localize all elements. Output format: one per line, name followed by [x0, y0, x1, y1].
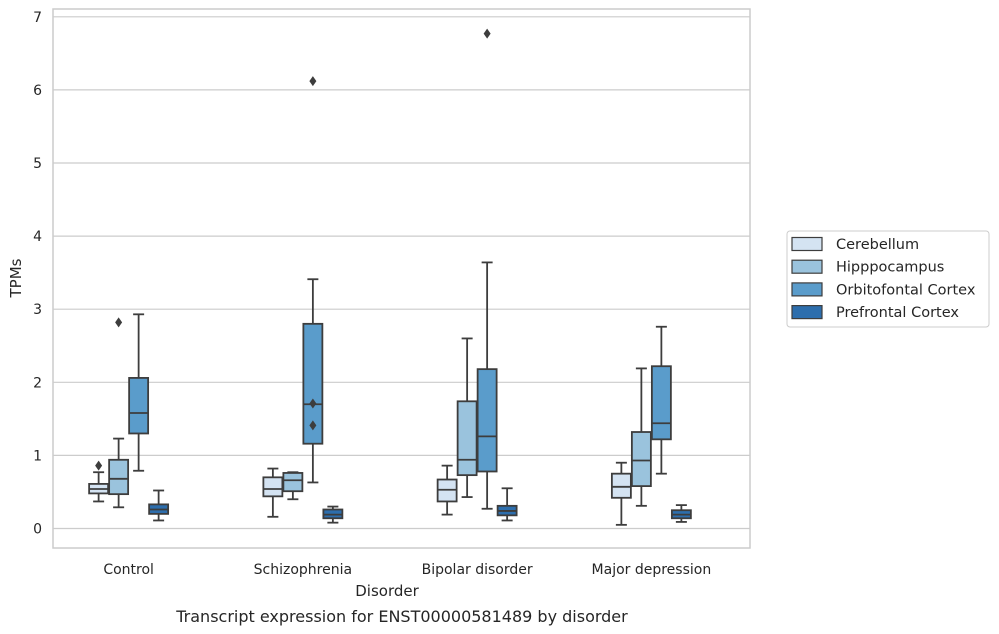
- box-iqr: [630, 431, 652, 488]
- legend-items: Cerebellum Hipppocampus Orbitofontal Corte…: [791, 236, 976, 321]
- box-iqr: [262, 476, 284, 498]
- box-prefrontal-cortex-bipolar-disorder: [496, 487, 518, 522]
- legend-frame: [786, 230, 990, 328]
- legend-label: Prefrontal Cortex: [836, 305, 959, 321]
- legend-swatch: [791, 236, 823, 252]
- box-prefrontal-cortex-schizophrenia: [322, 505, 344, 524]
- box-orbitofontal-cortex-major-depression: [650, 325, 672, 475]
- box-iqr: [282, 472, 304, 493]
- box-iqr: [108, 458, 130, 496]
- outlier-point: [309, 398, 317, 409]
- y-tick-label: 1: [33, 448, 42, 464]
- x-tick-label: Bipolar disorder: [422, 562, 533, 578]
- x-axis-title: Disorder: [355, 582, 419, 600]
- legend-swatch: [791, 305, 823, 320]
- box-cerebellum-schizophrenia: [262, 467, 284, 518]
- outlier-point: [309, 76, 317, 87]
- y-tick-label: 7: [33, 10, 42, 26]
- x-tick-labels: Control Schizophrenia Bipolar disorder Majo…: [103, 562, 711, 578]
- box-hipppocampus-major-depression: [630, 367, 652, 507]
- box-iqr: [610, 472, 632, 499]
- x-tick-label: Control: [103, 562, 154, 578]
- figure-caption: Transcript expression for ENST0000058148…: [175, 607, 628, 626]
- y-tick-labels: 0 1 2 3 4 5 6 7: [33, 10, 42, 538]
- box-iqr: [476, 368, 498, 473]
- box-prefrontal-cortex-major-depression: [670, 504, 692, 523]
- box-hipppocampus-bipolar-disorder: [456, 337, 478, 498]
- legend-label: Orbitofontal Cortex: [836, 282, 976, 298]
- legend-swatch: [791, 259, 823, 274]
- box-cerebellum-control: [88, 460, 110, 503]
- box-groups: [88, 28, 692, 526]
- outlier-point: [483, 28, 491, 39]
- legend-swatch: [791, 282, 823, 297]
- y-tick-label: 3: [33, 302, 42, 318]
- outlier-point: [95, 460, 103, 471]
- box-iqr: [128, 377, 150, 435]
- box-cerebellum-bipolar-disorder: [436, 464, 458, 516]
- box-cerebellum-major-depression: [610, 461, 632, 526]
- y-tick-label: 0: [33, 522, 42, 538]
- box-iqr: [650, 365, 672, 441]
- box-orbitofontal-cortex-bipolar-disorder: [476, 28, 498, 510]
- box-prefrontal-cortex-control: [148, 489, 170, 522]
- y-tick-label: 4: [33, 229, 42, 245]
- y-tick-label: 2: [33, 375, 42, 391]
- y-tick-label: 5: [33, 156, 42, 172]
- y-tick-label: 6: [33, 83, 42, 99]
- legend-label: Hipppocampus: [836, 260, 944, 276]
- box-orbitofontal-cortex-schizophrenia: [302, 76, 324, 484]
- y-axis-title: TPMs: [7, 258, 25, 298]
- box-iqr: [456, 400, 478, 477]
- legend: Cerebellum Hipppocampus Orbitofontal Corte…: [786, 230, 990, 328]
- x-tick-label: Major depression: [592, 562, 712, 578]
- outlier-point: [309, 420, 317, 431]
- outlier-point: [115, 317, 123, 328]
- box-orbitofontal-cortex-control: [128, 313, 150, 472]
- box-hipppocampus-control: [108, 317, 130, 509]
- x-tick-label: Schizophrenia: [254, 562, 352, 578]
- legend-label: Cerebellum: [836, 237, 919, 253]
- box-iqr: [302, 322, 324, 445]
- box-hipppocampus-schizophrenia: [282, 471, 304, 501]
